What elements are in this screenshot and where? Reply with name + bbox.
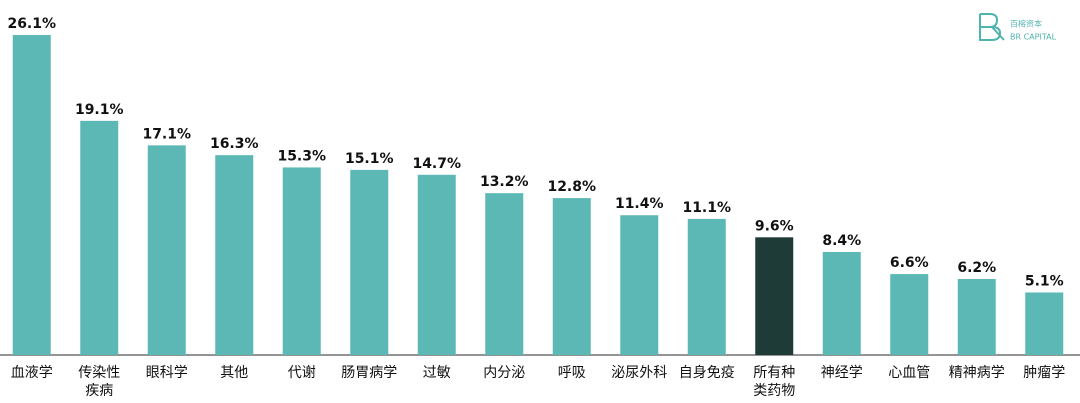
bar	[1025, 292, 1064, 355]
x-tick-label: 血液学	[11, 365, 53, 381]
value-label: 9.6%	[755, 218, 794, 234]
bar	[485, 193, 524, 355]
x-tick-label: 传染性疾病	[78, 365, 120, 399]
x-tick-label: 内分泌	[483, 365, 525, 381]
x-tick-label: 肿瘤学	[1023, 364, 1065, 381]
value-label: 19.1%	[75, 102, 124, 118]
bar	[350, 169, 389, 355]
bar	[215, 155, 254, 355]
x-tick-label: 心血管	[888, 365, 930, 381]
x-tick-label: 所有种类药物	[753, 365, 795, 399]
bar	[687, 218, 726, 355]
bar	[957, 278, 996, 355]
value-label: 15.1%	[345, 151, 394, 167]
bar	[552, 198, 591, 355]
x-tick-label: 神经学	[821, 365, 863, 381]
x-tick-label: 其他	[220, 365, 248, 381]
value-label: 16.3%	[210, 136, 259, 152]
x-tick-label: 肠胃病学	[341, 365, 397, 381]
bar	[620, 215, 659, 355]
value-label: 15.3%	[277, 148, 326, 164]
brand-name: 百榕资本	[1010, 19, 1042, 29]
logo: 百榕资本 BR CAPITAL	[979, 13, 1057, 42]
x-tick-label: 眼科学	[146, 365, 188, 381]
bar	[890, 274, 929, 355]
x-tick-label: 泌尿外科	[611, 365, 667, 381]
bar	[12, 35, 51, 356]
value-label: 13.2%	[480, 174, 529, 190]
bar	[417, 174, 456, 355]
value-label: 17.1%	[142, 126, 191, 142]
brand-name-en: BR CAPITAL	[1010, 33, 1057, 42]
value-label: 6.2%	[957, 260, 996, 276]
value-label: 5.1%	[1025, 273, 1064, 289]
bar	[282, 167, 321, 355]
value-label: 26.1%	[7, 16, 56, 32]
logo-mark	[979, 13, 1005, 41]
bar	[822, 252, 861, 355]
x-tick-label: 呼吸	[558, 365, 586, 381]
x-tick-label: 自身免疫	[679, 365, 735, 381]
x-tick-label: 精神病学	[949, 365, 1005, 381]
value-label: 11.4%	[615, 196, 664, 212]
x-tick-label: 代谢	[288, 365, 316, 381]
value-label: 11.1%	[682, 200, 731, 216]
value-label: 12.8%	[547, 179, 596, 195]
bar	[755, 237, 794, 355]
bar	[80, 120, 119, 355]
bar	[147, 145, 186, 355]
value-label: 8.4%	[822, 233, 861, 249]
x-tick-label: 过敏	[423, 365, 451, 381]
value-label: 14.7%	[412, 156, 461, 172]
value-label: 6.6%	[890, 255, 929, 271]
